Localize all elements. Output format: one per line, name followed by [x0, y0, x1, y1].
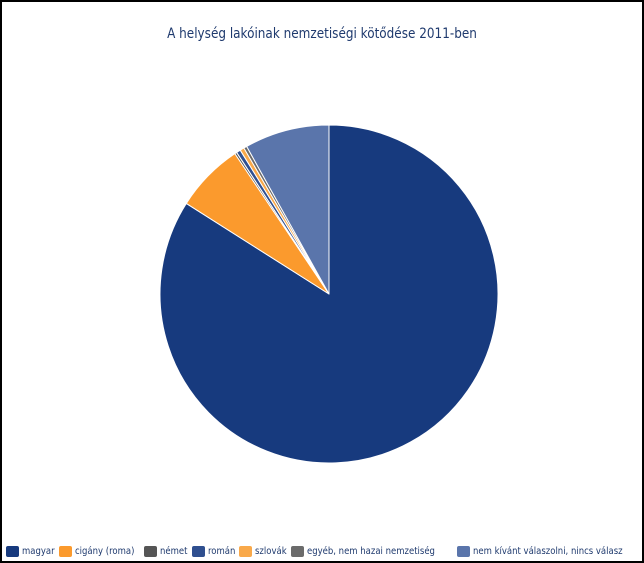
legend-swatch	[6, 545, 19, 557]
legend-swatch	[238, 545, 252, 557]
legend-item-4[interactable]: szlovák	[238, 545, 287, 557]
legend-swatch	[290, 545, 304, 557]
legend-swatch	[456, 545, 470, 557]
legend-item-6[interactable]: nem kívánt válaszolni, nincs válasz	[456, 545, 643, 557]
legend-item-5[interactable]: egyéb, nem hazai nemzetiség	[290, 545, 452, 557]
legend-item-3[interactable]: román	[191, 545, 235, 557]
legend-label: magyar	[22, 545, 55, 557]
chart-title: A helység lakóinak nemzetiségi kötődése …	[167, 26, 477, 42]
legend-swatch	[191, 545, 205, 557]
legend-item-2[interactable]: német	[144, 545, 188, 557]
pie-slice-0[interactable]	[159, 124, 499, 464]
legend-label: nem kívánt válaszolni, nincs válasz	[472, 545, 623, 557]
legend-label: német	[160, 545, 188, 557]
legend-swatch	[59, 545, 73, 557]
legend-label: cigány (roma)	[75, 545, 135, 557]
legend: magyar cigány (roma) német román szlovák egyé…	[6, 542, 638, 560]
legend-swatch	[144, 545, 158, 557]
legend-item-1[interactable]: cigány (roma)	[59, 545, 139, 557]
pie-slice-6[interactable]	[246, 124, 330, 295]
legend-label: szlovák	[254, 545, 287, 557]
legend-label: egyéb, nem hazai nemzetiség	[306, 545, 435, 557]
legend-label: román	[207, 545, 235, 557]
legend-item-0[interactable]: magyar	[6, 545, 55, 557]
